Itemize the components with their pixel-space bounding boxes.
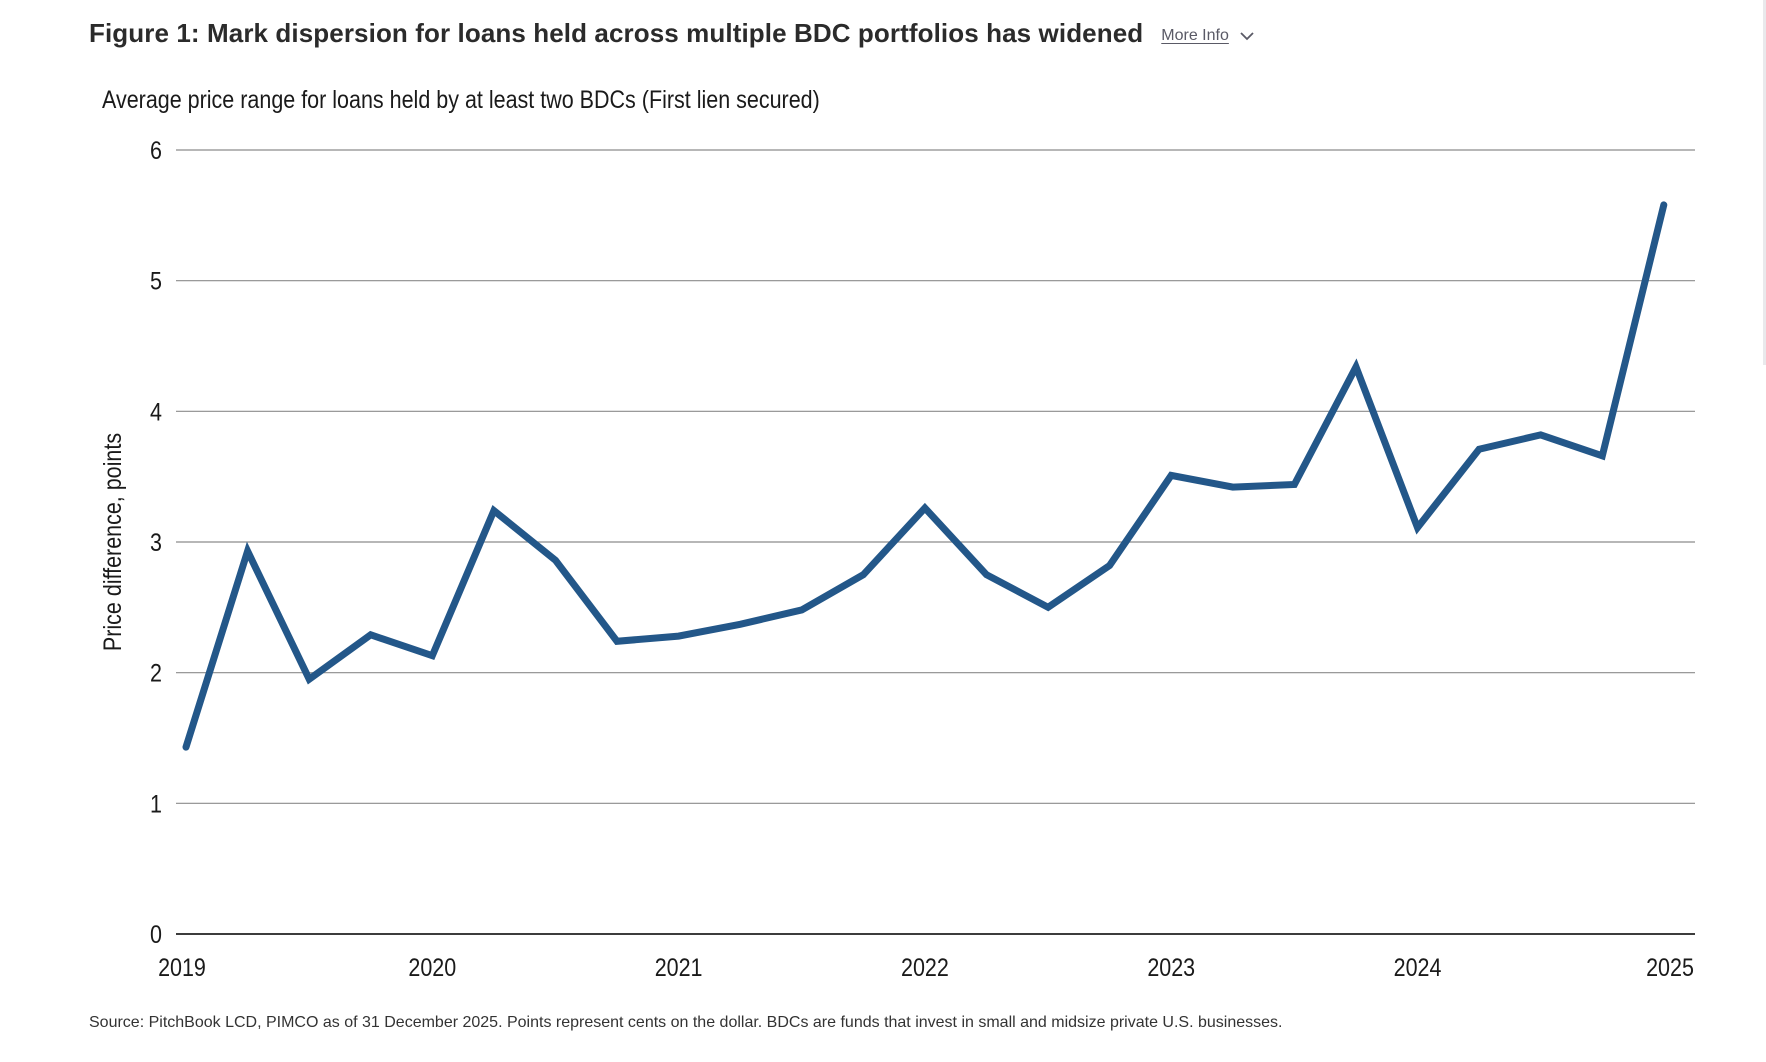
more-info-label[interactable]: More Info <box>1161 26 1229 44</box>
y-tick-label: 2 <box>150 659 162 687</box>
y-tick-label: 5 <box>150 267 162 295</box>
figure-header: Figure 1: Mark dispersion for loans held… <box>89 18 1255 49</box>
source-note: Source: PitchBook LCD, PIMCO as of 31 De… <box>89 1014 1283 1031</box>
x-tick-label: 2022 <box>901 953 949 981</box>
x-tick-label: 2019 <box>158 953 206 981</box>
y-tick-label: 1 <box>150 790 162 818</box>
series-line <box>182 201 1668 751</box>
chart-title: Average price range for loans held by at… <box>102 86 820 114</box>
more-info-toggle[interactable]: More Info <box>1161 23 1255 45</box>
x-tick-label: 2020 <box>408 953 456 981</box>
x-tick-label: 2021 <box>655 953 703 981</box>
y-axis-label: Price difference, points <box>98 433 126 651</box>
line-chart: 0 1 2 3 4 5 6 2019 2020 2021 2022 2023 2024 2025 Price… <box>98 136 1695 981</box>
y-tick-label: 6 <box>150 136 162 164</box>
y-tick-label: 0 <box>150 920 162 948</box>
y-tick-label: 4 <box>150 398 162 426</box>
figure-title: Figure 1: Mark dispersion for loans held… <box>89 18 1144 48</box>
scrollbar[interactable] <box>1763 0 1766 365</box>
x-tick-label: 2024 <box>1394 953 1442 981</box>
chevron-down-icon[interactable] <box>1239 30 1255 42</box>
x-tick-label: 2023 <box>1147 953 1195 981</box>
y-tick-label: 3 <box>150 528 162 556</box>
x-tick-label: 2025 <box>1646 953 1694 981</box>
